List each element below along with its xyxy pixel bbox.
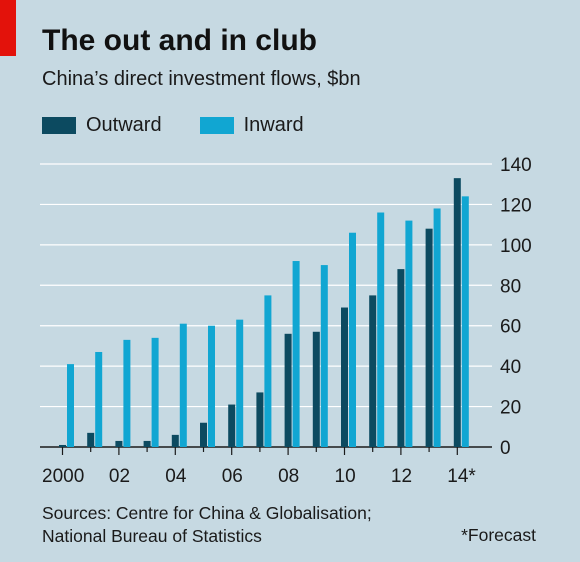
- source-note: Sources: Centre for China & Globalisatio…: [42, 502, 372, 548]
- bar-outward: [256, 392, 264, 447]
- bar-outward: [171, 434, 179, 447]
- bar-outward: [143, 440, 151, 447]
- legend-swatch-outward: [42, 117, 76, 134]
- y-tick-label: 80: [500, 276, 521, 297]
- bar-outward: [200, 422, 207, 447]
- legend-swatch-inward: [199, 117, 234, 134]
- bar-inward: [349, 232, 356, 447]
- bar-inward: [377, 212, 385, 447]
- bar-outward: [341, 307, 348, 447]
- bar-inward: [236, 319, 244, 447]
- bar-outward: [228, 404, 236, 447]
- bar-inward: [95, 351, 103, 447]
- chart-title: The out and in club: [42, 24, 317, 57]
- bar-outward: [59, 444, 66, 447]
- x-tick-label: 02: [109, 466, 130, 487]
- chart-subtitle: China’s direct investment flows, $bn: [42, 68, 361, 90]
- bar-outward: [397, 269, 405, 447]
- source-line-1: Sources: Centre for China & Globalisatio…: [42, 503, 372, 523]
- y-tick-label: 140: [500, 155, 532, 176]
- y-tick-label: 40: [500, 357, 521, 378]
- bar-outward: [369, 295, 377, 447]
- bar-outward: [312, 331, 320, 447]
- legend-item-inward: Inward: [199, 114, 304, 137]
- bar-inward: [320, 265, 328, 447]
- accent-tag: [0, 0, 16, 56]
- bar-inward: [433, 208, 441, 447]
- legend-label-inward: Inward: [243, 114, 304, 136]
- y-tick-label: 20: [500, 398, 521, 419]
- bar-inward: [67, 364, 74, 447]
- x-tick-label: 2000: [42, 466, 84, 487]
- bar-inward: [264, 295, 272, 447]
- x-tick-label: 10: [335, 466, 356, 487]
- legend: Outward Inward: [42, 114, 342, 137]
- bar-inward: [461, 196, 469, 447]
- bar-inward: [151, 337, 159, 447]
- bar-inward: [208, 325, 215, 447]
- legend-label-outward: Outward: [86, 114, 162, 136]
- bar-outward: [115, 440, 123, 447]
- source-line-2: National Bureau of Statistics: [42, 526, 262, 546]
- y-tick-label: 120: [500, 195, 532, 216]
- x-tick-label: 08: [278, 466, 299, 487]
- y-tick-label: 0: [500, 438, 511, 459]
- bar-inward: [179, 323, 187, 447]
- bar-inward: [405, 220, 413, 447]
- legend-item-outward: Outward: [42, 114, 162, 137]
- x-tick-label: 12: [391, 466, 412, 487]
- bar-outward: [425, 228, 433, 447]
- x-tick-label: 04: [165, 466, 187, 487]
- bar-inward: [292, 261, 300, 447]
- x-tick-label: 14*: [447, 466, 476, 487]
- y-tick-label: 60: [500, 317, 521, 338]
- bar-outward: [453, 178, 461, 447]
- bar-inward: [123, 339, 131, 447]
- x-tick-label: 06: [222, 466, 243, 487]
- y-tick-label: 100: [500, 236, 532, 257]
- forecast-footnote: *Forecast: [461, 525, 536, 545]
- bar-outward: [284, 333, 292, 447]
- bar-outward: [87, 432, 95, 447]
